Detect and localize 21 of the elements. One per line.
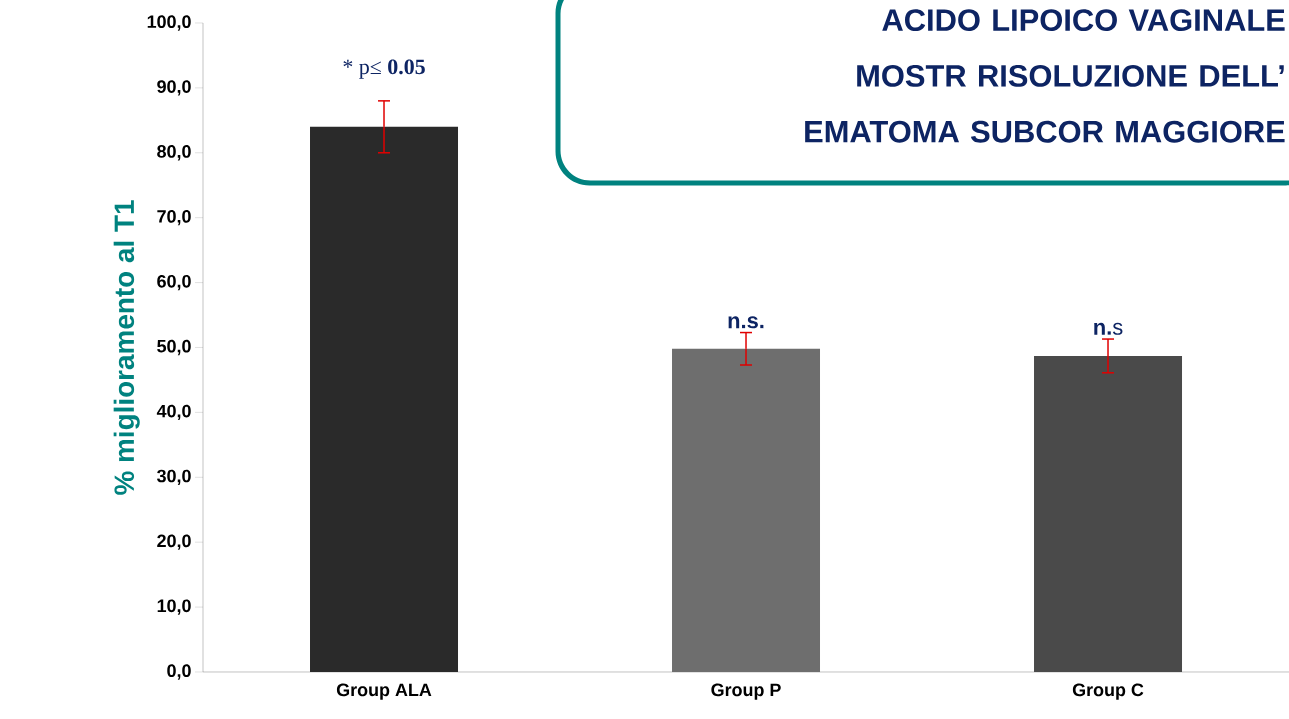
x-tick-label: Group ALA	[336, 683, 432, 700]
y-tick-label: 70,0	[157, 210, 191, 226]
y-tick-label: 60,0	[157, 274, 191, 291]
bar	[1034, 355, 1183, 672]
y-axis-title: % miglioramento al T1	[113, 200, 140, 495]
y-tick-label: 100,0	[147, 15, 191, 31]
x-tick-label: Group C	[1072, 683, 1144, 700]
y-tick-label: 20,0	[157, 534, 191, 550]
bar	[310, 126, 459, 672]
y-tick-label: 50,0	[157, 339, 191, 356]
y-tick-label: 90,0	[157, 80, 191, 96]
annotation: n.s	[1094, 322, 1123, 335]
y-tick-label: 0,0	[167, 664, 191, 680]
text: ACIDO LIPOICO VAGINALE MOSTR RISOLUZIONE DELL’ EMATOMA SUBCOR MAGGIORE	[805, 9, 1285, 143]
y-tick-label: 80,0	[157, 145, 191, 161]
x-tick-label: Group P	[711, 683, 781, 700]
y-tick-label: 40,0	[156, 404, 191, 421]
y-tick-label: 10,0	[157, 599, 191, 615]
annotation: n.s.	[728, 316, 764, 329]
annotation: * p≤ 0.05	[343, 59, 425, 79]
y-tick-label: 30,0	[156, 469, 191, 485]
